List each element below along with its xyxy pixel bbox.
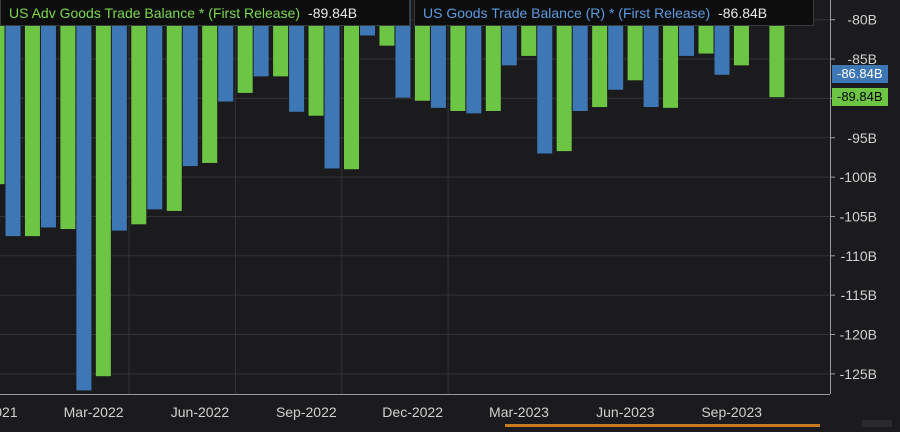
bar-series-adv: [166, 0, 182, 211]
y-tick-label: -95B: [847, 130, 877, 146]
bar-series-goods: [466, 0, 482, 114]
y-tick-label: -125B: [840, 366, 877, 382]
last-value-badge: -86.84B: [832, 64, 888, 83]
bar-series-adv: [344, 0, 359, 170]
bar-series-adv: [556, 0, 572, 152]
legend-series-goods-value: -86.84B: [718, 4, 768, 21]
bar-series-adv: [592, 0, 608, 108]
last-value-badge: -89.84B: [832, 88, 888, 107]
x-tick-label: Jun-2022: [171, 404, 230, 420]
axis-corner-control: [862, 420, 892, 427]
x-axis-panel: [0, 394, 900, 427]
bar-series-adv: [131, 0, 147, 225]
bar-series-goods: [76, 0, 92, 391]
y-tick-label: -100B: [840, 169, 877, 185]
bar-series-goods: [111, 0, 127, 231]
x-tick-label: Mar-2022: [64, 404, 124, 420]
bar-series-goods: [40, 0, 56, 228]
bar-series-goods: [572, 0, 588, 111]
x-tick-label: Sep-2022: [276, 404, 337, 420]
y-tick-label: -115B: [841, 287, 877, 303]
bar-series-adv: [95, 0, 111, 377]
bar-series-adv: [24, 0, 40, 237]
bar-series-goods: [324, 0, 340, 169]
x-tick-label: Mar-2023: [489, 404, 549, 420]
legend-series-adv-name: US Adv Goods Trade Balance * (First Rele…: [9, 4, 301, 21]
bar-series-adv: [450, 0, 466, 111]
legend-series-adv[interactable]: US Adv Goods Trade Balance * (First Rele…: [0, 0, 410, 26]
y-tick-label: -110B: [841, 248, 877, 264]
bar-series-goods: [643, 0, 659, 108]
x-tick-label: Dec-2022: [382, 404, 443, 420]
y-tick-label: -105B: [840, 208, 877, 224]
bar-series-adv: [308, 0, 324, 116]
bar-series-adv: [60, 0, 76, 230]
x-tick-label: Dec-2021: [0, 404, 18, 420]
bar-series-goods: [147, 0, 163, 210]
x-tick-label: Sep-2023: [701, 404, 762, 420]
bar-series-goods: [5, 0, 21, 237]
bar-series-goods: [430, 0, 446, 108]
y-tick-label: -120B: [840, 327, 877, 343]
bar-series-adv: [485, 0, 501, 111]
y-tick-label: -80B: [847, 12, 877, 28]
bar-series-adv: [202, 0, 218, 163]
bar-series-goods: [289, 0, 305, 112]
legend-series-goods-name: US Goods Trade Balance (R) * (First Rele…: [423, 4, 711, 21]
legend-series-goods[interactable]: US Goods Trade Balance (R) * (First Rele…: [414, 0, 814, 26]
x-tick-label: Jun-2023: [596, 404, 655, 420]
bar-series-adv: [663, 0, 679, 108]
legend-series-adv-value: -89.84B: [308, 4, 358, 21]
bar-series-adv: [0, 0, 5, 185]
bar-series-goods: [537, 0, 553, 154]
y-tick-label: -85B: [847, 51, 877, 67]
bar-series-goods: [182, 0, 198, 167]
